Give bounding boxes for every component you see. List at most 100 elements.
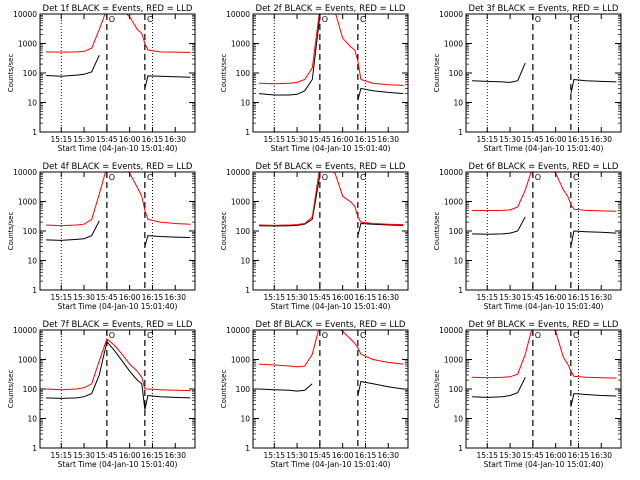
x-tick-label: 15:45 xyxy=(96,451,118,460)
x-axis-label: Start Time (04-Jan-10 15:01:40) xyxy=(271,302,391,311)
x-tick-label: 15:15 xyxy=(476,293,498,302)
top-marker-label: C xyxy=(360,331,366,340)
series-line xyxy=(472,216,617,247)
y-tick-label: 1 xyxy=(32,444,37,453)
chart-panel-2: Det 2f BLACK = Events, RED = LLD 1 10 100 10… xyxy=(220,4,409,153)
chart-panel-8: Det 8f BLACK = Events, RED = LLD 1 10 100 10… xyxy=(220,320,409,469)
y-axis-label: Counts/sec xyxy=(433,370,441,409)
x-tick-label: 15:45 xyxy=(309,451,331,460)
y-tick-label: 10 xyxy=(240,257,250,266)
y-axis-label: Counts/sec xyxy=(220,370,228,409)
y-axis-label: Counts/sec xyxy=(433,54,441,93)
series-line xyxy=(46,54,191,89)
y-tick-label: 100 xyxy=(449,227,464,236)
y-tick-label: 10 xyxy=(453,257,463,266)
x-tick-label: 15:30 xyxy=(73,451,95,460)
series-line xyxy=(259,14,404,86)
series-line xyxy=(46,14,191,53)
top-marker-label: O xyxy=(109,15,115,24)
y-tick-label: 1 xyxy=(245,444,250,453)
y-tick-label: 1000 xyxy=(444,40,463,49)
y-axis-label: Counts/sec xyxy=(7,370,15,409)
chart-title: Det 8f BLACK = Events, RED = LLD xyxy=(256,320,406,330)
x-tick-label: 16:30 xyxy=(164,135,186,144)
x-tick-label: 15:45 xyxy=(522,451,544,460)
y-axis-label: Counts/sec xyxy=(220,54,228,93)
x-axis-label: Start Time (04-Jan-10 15:01:40) xyxy=(58,302,178,311)
y-tick-label: 10000 xyxy=(439,10,463,19)
x-axis-label: Start Time (04-Jan-10 15:01:40) xyxy=(484,144,604,153)
top-marker-label: C xyxy=(147,173,153,182)
x-tick-label: 15:15 xyxy=(263,293,285,302)
chart-title: Det 6f BLACK = Events, RED = LLD xyxy=(469,162,619,172)
chart-title: Det 5f BLACK = Events, RED = LLD xyxy=(256,162,406,172)
y-tick-label: 10 xyxy=(240,99,250,108)
x-axis-label: Start Time (04-Jan-10 15:01:40) xyxy=(484,460,604,469)
x-tick-label: 16:15 xyxy=(355,293,377,302)
y-tick-label: 10 xyxy=(27,257,37,266)
top-marker-label: O xyxy=(535,173,541,182)
y-tick-label: 1000 xyxy=(18,356,37,365)
plot-area xyxy=(259,330,404,448)
y-tick-label: 100 xyxy=(23,69,38,78)
x-tick-label: 16:00 xyxy=(119,293,141,302)
top-marker-label: O xyxy=(535,15,541,24)
x-tick-label: 15:45 xyxy=(522,293,544,302)
chart-panel-9: Det 9f BLACK = Events, RED = LLD 1 10 100 10… xyxy=(433,320,622,469)
x-tick-label: 16:30 xyxy=(590,293,612,302)
y-tick-label: 1 xyxy=(245,286,250,295)
y-tick-label: 1000 xyxy=(18,40,37,49)
series-line xyxy=(46,172,191,227)
x-tick-label: 15:45 xyxy=(522,135,544,144)
series-line xyxy=(472,62,617,94)
x-tick-label: 16:15 xyxy=(142,135,164,144)
chart-title: Det 1f BLACK = Events, RED = LLD xyxy=(43,4,193,14)
top-marker-label: C xyxy=(147,331,153,340)
plot-area xyxy=(472,14,617,132)
x-tick-label: 15:45 xyxy=(309,135,331,144)
x-axis-label: Start Time (04-Jan-10 15:01:40) xyxy=(58,144,178,153)
y-tick-label: 100 xyxy=(449,69,464,78)
plot-area xyxy=(472,330,617,448)
plot-area xyxy=(472,172,617,290)
x-tick-label: 16:30 xyxy=(377,451,399,460)
x-tick-label: 15:30 xyxy=(499,293,521,302)
y-tick-label: 1000 xyxy=(231,198,250,207)
x-tick-label: 16:00 xyxy=(119,451,141,460)
y-tick-label: 1 xyxy=(458,128,463,137)
chart-title: Det 9f BLACK = Events, RED = LLD xyxy=(469,320,619,330)
y-axis-label: Counts/sec xyxy=(433,212,441,251)
plot-frame xyxy=(39,171,196,291)
x-tick-label: 16:15 xyxy=(355,451,377,460)
x-tick-label: 16:00 xyxy=(545,451,567,460)
chart-panel-6: Det 6f BLACK = Events, RED = LLD 1 10 100 10… xyxy=(433,162,622,311)
x-tick-label: 15:45 xyxy=(96,135,118,144)
plot-frame xyxy=(39,329,196,449)
y-tick-label: 1000 xyxy=(231,356,250,365)
top-marker-label: O xyxy=(109,173,115,182)
y-tick-label: 10000 xyxy=(439,168,463,177)
chart-title: Det 2f BLACK = Events, RED = LLD xyxy=(256,4,406,14)
y-tick-label: 100 xyxy=(23,385,38,394)
x-tick-label: 15:15 xyxy=(263,451,285,460)
top-marker-label: C xyxy=(360,173,366,182)
y-tick-label: 10000 xyxy=(13,326,37,335)
series-line xyxy=(46,338,191,392)
x-tick-label: 16:00 xyxy=(332,451,354,460)
chart-title: Det 4f BLACK = Events, RED = LLD xyxy=(43,162,193,172)
y-tick-label: 1000 xyxy=(444,198,463,207)
plot-frame xyxy=(465,329,622,449)
x-tick-label: 16:00 xyxy=(332,293,354,302)
y-axis-label: Counts/sec xyxy=(7,212,15,251)
y-tick-label: 1 xyxy=(458,444,463,453)
y-tick-label: 10 xyxy=(27,415,37,424)
chart-panel-7: Det 7f BLACK = Events, RED = LLD 1 10 100 10… xyxy=(7,320,196,469)
y-tick-label: 1 xyxy=(245,128,250,137)
plot-frame xyxy=(39,13,196,133)
series-line xyxy=(259,172,404,226)
x-tick-label: 15:30 xyxy=(499,135,521,144)
top-marker-label: O xyxy=(322,331,328,340)
y-tick-label: 10000 xyxy=(226,326,250,335)
x-tick-label: 16:00 xyxy=(119,135,141,144)
